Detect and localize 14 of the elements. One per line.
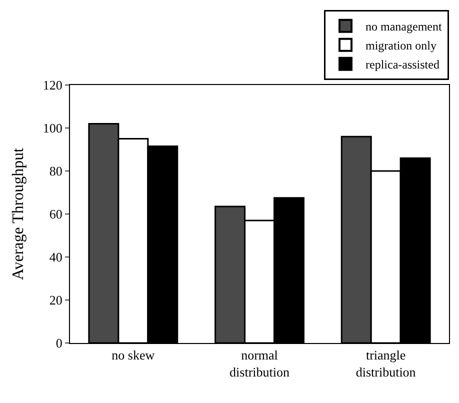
y-axis-title: Average Throughput (10, 147, 27, 280)
y-tick-label: 100 (42, 120, 62, 136)
y-tick-label: 40 (49, 250, 62, 265)
x-tick-label: normal distribution (230, 348, 290, 380)
legend-label: no management (366, 20, 442, 34)
y-tick-label: 120 (42, 78, 62, 93)
legend-label: replica-assisted (366, 58, 440, 72)
y-tick-label: 20 (49, 292, 62, 308)
x-tick-label: no skew (112, 348, 156, 363)
y-tick-label: 60 (49, 206, 62, 222)
y-tick-label: 0 (56, 336, 62, 351)
y-tick-label: 80 (49, 164, 62, 179)
legend-label: migration only (366, 38, 436, 53)
x-tick-label: triangle distribution (356, 348, 416, 380)
